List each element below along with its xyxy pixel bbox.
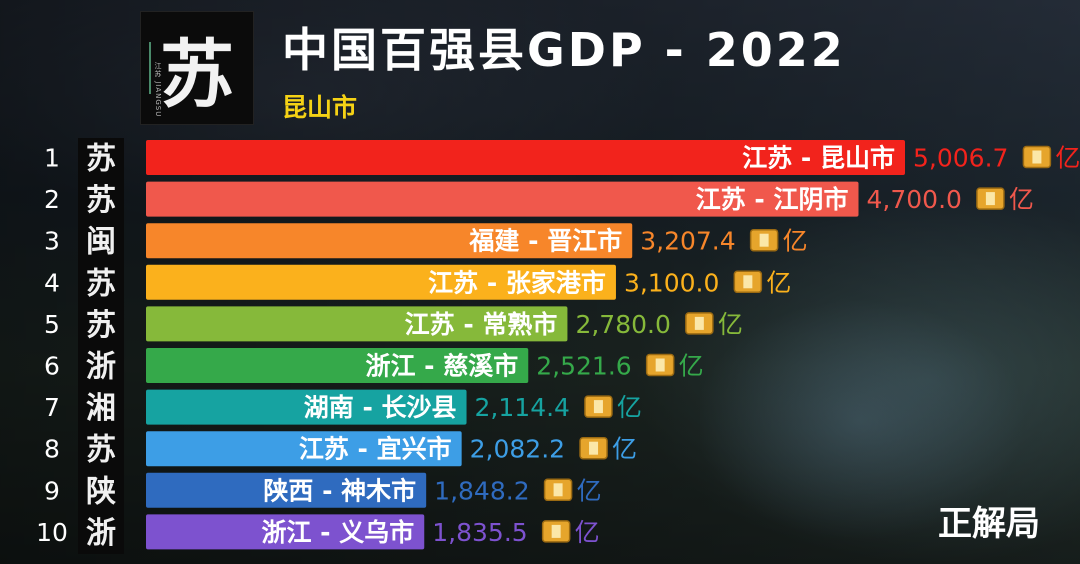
money-icon (579, 436, 608, 460)
rank-label: 4 (44, 268, 60, 297)
value-label: 1,848.2 (434, 476, 529, 505)
province-logo: 江苏 JIANGSU 苏 (140, 11, 254, 125)
province-glyph: 闽 (86, 225, 116, 260)
unit-label: 亿 (718, 310, 743, 339)
bar (146, 306, 568, 342)
money-icon (1022, 145, 1052, 169)
province-glyph: 陕 (86, 474, 116, 509)
bar (146, 264, 616, 300)
page-title: 中国百强县GDP - 2022 (282, 23, 846, 77)
value-label: 5,006.7 (913, 144, 1008, 173)
unit-label: 亿 (577, 476, 602, 505)
unit-label: 亿 (679, 352, 704, 381)
money-icon-band (655, 358, 665, 372)
money-icon (733, 270, 763, 294)
unit-label: 亿 (783, 227, 808, 256)
logo-side-text: 江苏 JIANGSU (154, 62, 162, 118)
bar-label: 浙江 - 义乌市 (261, 518, 414, 547)
value-label: 2,114.4 (475, 393, 570, 422)
bar (146, 348, 529, 383)
value-label: 2,521.6 (536, 352, 631, 381)
money-icon (584, 395, 613, 418)
money-icon-band (985, 192, 995, 206)
money-icon (685, 312, 714, 335)
money-icon (541, 520, 571, 543)
rank-label: 1 (44, 144, 60, 173)
rank-label: 9 (44, 476, 60, 505)
bar-label: 福建 - 晋江市 (468, 227, 622, 256)
rank-label: 2 (44, 185, 60, 214)
money-icon (645, 353, 675, 377)
unit-label: 亿 (575, 518, 600, 547)
value-label: 2,780.0 (575, 310, 670, 339)
province-glyph: 苏 (86, 183, 116, 218)
bar-label: 江苏 - 昆山市 (742, 144, 895, 173)
bar (146, 431, 462, 467)
unit-label: 亿 (766, 268, 791, 297)
money-icon-band (593, 400, 603, 414)
bar (146, 472, 427, 508)
logo-glyph: 苏 (160, 31, 234, 118)
rank-label: 3 (44, 227, 60, 256)
province-glyph: 苏 (86, 433, 116, 468)
province-glyph: 湘 (86, 391, 116, 426)
province-glyph: 浙 (86, 350, 116, 385)
value-label: 3,100.0 (624, 268, 719, 297)
value-label: 4,700.0 (867, 185, 962, 214)
money-icon-band (551, 524, 561, 538)
money-icon-band (694, 316, 704, 330)
background-water (700, 300, 1080, 564)
bar-label: 江苏 - 江阴市 (696, 185, 849, 214)
bar-label: 江苏 - 常熟市 (405, 310, 558, 339)
bar (146, 140, 905, 175)
province-glyph: 苏 (86, 266, 116, 301)
rank-label: 7 (44, 393, 60, 422)
bar (146, 514, 425, 550)
value-label: 2,082.2 (470, 435, 565, 464)
unit-label: 亿 (1055, 144, 1080, 173)
rank-label: 10 (36, 518, 68, 547)
money-icon-band (553, 483, 563, 497)
bar-label: 湖南 - 长沙县 (304, 393, 457, 422)
province-glyph: 苏 (86, 308, 116, 343)
bar-label: 江苏 - 张家港市 (428, 268, 606, 297)
rank-label: 8 (44, 435, 60, 464)
money-icon-band (743, 275, 753, 289)
unit-label: 亿 (617, 393, 642, 422)
bar-label: 浙江 - 慈溪市 (365, 352, 518, 381)
value-label: 3,207.4 (640, 227, 735, 256)
rank-label: 5 (44, 310, 60, 339)
bar (146, 223, 633, 259)
value-label: 1,835.5 (432, 518, 527, 547)
province-glyph: 苏 (86, 142, 116, 177)
current-leader: 昆山市 (282, 93, 358, 122)
bar (146, 389, 467, 425)
money-icon-band (759, 233, 769, 247)
province-column (78, 138, 124, 554)
money-icon-band (589, 441, 599, 455)
bar (146, 181, 859, 217)
logo-accent-line (149, 42, 165, 94)
money-icon (976, 187, 1005, 210)
money-icon-band (1032, 150, 1042, 164)
rank-label: 6 (44, 352, 60, 381)
bar-label: 江苏 - 宜兴市 (299, 435, 452, 464)
unit-label: 亿 (1009, 185, 1034, 214)
money-icon (749, 228, 779, 252)
unit-label: 亿 (612, 435, 637, 464)
bar-label: 陕西 - 神木市 (263, 476, 416, 505)
watermark: 正解局 (938, 504, 1040, 544)
money-icon (543, 478, 573, 502)
province-glyph: 浙 (86, 516, 116, 551)
